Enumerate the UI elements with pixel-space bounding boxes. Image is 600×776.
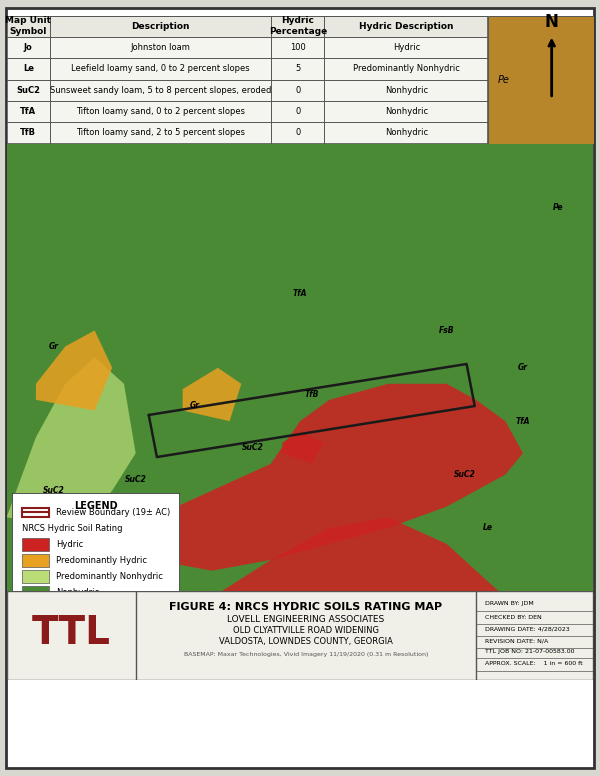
Text: Predominantly Hydric: Predominantly Hydric bbox=[56, 556, 146, 565]
Text: Qa: Qa bbox=[306, 646, 317, 655]
Bar bbox=[22, 570, 49, 583]
Text: 0: 0 bbox=[295, 128, 301, 137]
Text: AdA: AdA bbox=[514, 609, 532, 618]
Text: 100: 100 bbox=[290, 43, 306, 52]
Text: DRAWING DATE: 4/28/2023: DRAWING DATE: 4/28/2023 bbox=[485, 626, 569, 632]
Text: LEGEND: LEGEND bbox=[74, 501, 118, 511]
Text: Johnston loam: Johnston loam bbox=[131, 43, 191, 52]
Text: LaC: LaC bbox=[515, 646, 531, 655]
Text: Nonhydric: Nonhydric bbox=[56, 588, 99, 597]
Text: BASEMAP: Maxar Technologies, Vivid Imagery 11/19/2020 (0.31 m Resolution): BASEMAP: Maxar Technologies, Vivid Image… bbox=[184, 653, 428, 657]
Text: LOVELL ENGINEERING ASSOCIATES: LOVELL ENGINEERING ASSOCIATES bbox=[227, 615, 385, 625]
Text: TTL: TTL bbox=[32, 615, 110, 653]
Bar bbox=[22, 602, 49, 615]
Polygon shape bbox=[36, 331, 112, 411]
Polygon shape bbox=[7, 357, 136, 528]
Text: Gr: Gr bbox=[49, 342, 59, 351]
Text: Water: Water bbox=[56, 605, 80, 613]
Polygon shape bbox=[182, 368, 241, 421]
Text: OLD CLYATTVILLE ROAD WIDENING: OLD CLYATTVILLE ROAD WIDENING bbox=[233, 626, 379, 636]
Text: DRAWN BY: JDM: DRAWN BY: JDM bbox=[485, 601, 533, 606]
Text: Pe: Pe bbox=[130, 646, 141, 655]
Text: Map Unit
Symbol: Map Unit Symbol bbox=[5, 16, 51, 36]
Text: Hydric Description: Hydric Description bbox=[359, 22, 454, 31]
Text: Nonhydric: Nonhydric bbox=[385, 107, 428, 116]
Text: Le: Le bbox=[483, 524, 493, 532]
Polygon shape bbox=[124, 518, 523, 677]
Text: VALDOSTA, LOWNDES COUNTY, GEORGIA: VALDOSTA, LOWNDES COUNTY, GEORGIA bbox=[219, 637, 393, 646]
Text: SuC2: SuC2 bbox=[43, 486, 64, 495]
Text: SuC2: SuC2 bbox=[16, 85, 40, 95]
Text: N: N bbox=[545, 13, 559, 31]
Text: CHECKED BY: DEN: CHECKED BY: DEN bbox=[485, 615, 542, 620]
Text: Le: Le bbox=[131, 528, 140, 538]
Text: Hydric
Percentage: Hydric Percentage bbox=[269, 16, 327, 36]
Text: Hydric: Hydric bbox=[56, 540, 83, 549]
Text: Hydric: Hydric bbox=[392, 43, 420, 52]
Text: Pe: Pe bbox=[498, 74, 510, 85]
Polygon shape bbox=[283, 432, 323, 464]
Text: ChA: ChA bbox=[456, 646, 473, 655]
Bar bbox=[22, 587, 49, 599]
Text: Jo: Jo bbox=[226, 593, 233, 602]
Text: Jo: Jo bbox=[24, 43, 32, 52]
Text: TTL JOB NO: 21-07-00583.00: TTL JOB NO: 21-07-00583.00 bbox=[485, 649, 574, 653]
Text: Description: Description bbox=[131, 22, 190, 31]
Text: 0: 0 bbox=[295, 107, 301, 116]
Text: Pe: Pe bbox=[553, 203, 563, 212]
Text: APPROX. SCALE:    1 in = 600 ft: APPROX. SCALE: 1 in = 600 ft bbox=[485, 661, 583, 667]
Text: TfA: TfA bbox=[293, 289, 307, 297]
Text: REVISION DATE: N/A: REVISION DATE: N/A bbox=[485, 638, 548, 643]
Text: Le: Le bbox=[23, 64, 34, 74]
Text: LaC: LaC bbox=[410, 646, 425, 655]
Text: TfA: TfA bbox=[20, 107, 37, 116]
Text: Gr: Gr bbox=[190, 400, 199, 410]
Text: SuC2: SuC2 bbox=[454, 470, 475, 479]
Polygon shape bbox=[7, 560, 95, 677]
Polygon shape bbox=[53, 384, 523, 570]
Bar bbox=[22, 508, 49, 517]
Text: 600: 600 bbox=[88, 661, 101, 667]
Text: Review Boundary (19± AC): Review Boundary (19± AC) bbox=[56, 508, 170, 517]
Text: FIGURE 4: NRCS HYDRIC SOILS RATING MAP: FIGURE 4: NRCS HYDRIC SOILS RATING MAP bbox=[169, 601, 442, 611]
Text: Predominantly Nonhydric: Predominantly Nonhydric bbox=[56, 572, 163, 581]
Text: Gr: Gr bbox=[518, 363, 528, 372]
Text: Nonhydric: Nonhydric bbox=[385, 128, 428, 137]
Text: SuC2: SuC2 bbox=[125, 476, 146, 484]
Text: 5: 5 bbox=[295, 64, 301, 74]
Text: 0: 0 bbox=[295, 85, 301, 95]
Text: Predominantly Nonhydric: Predominantly Nonhydric bbox=[353, 64, 460, 74]
Text: TfB: TfB bbox=[20, 128, 36, 137]
Text: TfB: TfB bbox=[304, 390, 319, 399]
Text: Feet: Feet bbox=[52, 667, 67, 673]
FancyBboxPatch shape bbox=[12, 493, 180, 632]
Bar bbox=[22, 554, 49, 566]
Text: 0: 0 bbox=[22, 661, 26, 667]
Text: Sunsweet sandy loam, 5 to 8 percent slopes, eroded: Sunsweet sandy loam, 5 to 8 percent slop… bbox=[50, 85, 271, 95]
Bar bbox=[22, 539, 49, 551]
Text: Leefield loamy sand, 0 to 2 percent slopes: Leefield loamy sand, 0 to 2 percent slop… bbox=[71, 64, 250, 74]
Text: SuC2: SuC2 bbox=[242, 443, 264, 452]
Text: Tifton loamy sand, 2 to 5 percent slopes: Tifton loamy sand, 2 to 5 percent slopes bbox=[76, 128, 245, 137]
Text: FsB: FsB bbox=[439, 326, 455, 335]
Text: NRCS Hydric Soil Rating: NRCS Hydric Soil Rating bbox=[22, 524, 122, 533]
Text: Nonhydric: Nonhydric bbox=[385, 85, 428, 95]
Text: Tifton loamy sand, 0 to 2 percent slopes: Tifton loamy sand, 0 to 2 percent slopes bbox=[76, 107, 245, 116]
Text: TfA: TfA bbox=[516, 417, 530, 426]
Bar bbox=[7, 16, 488, 36]
